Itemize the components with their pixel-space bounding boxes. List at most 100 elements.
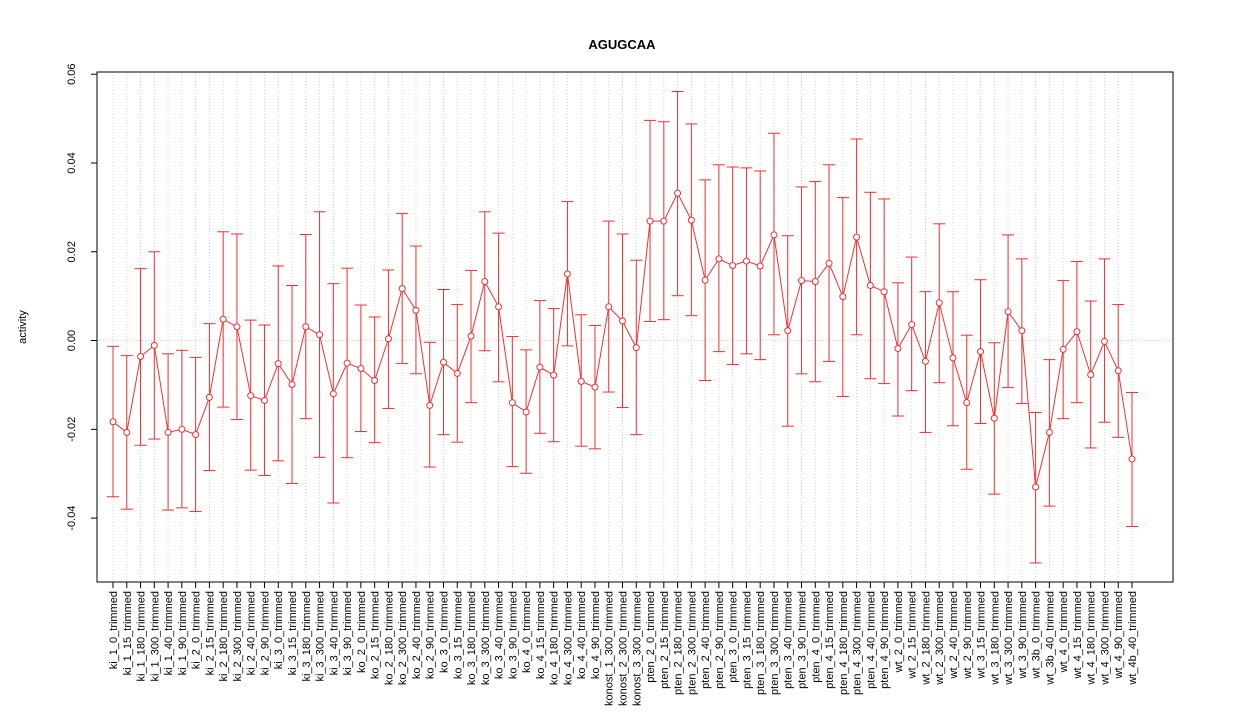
y-axis-label: activity bbox=[17, 310, 29, 344]
x-tick-label: ko_2_300_trimmed bbox=[397, 591, 409, 685]
x-tick-label: ko_3_300_trimmed bbox=[480, 591, 492, 685]
x-tick-label: ki_2_40_trimmed bbox=[246, 591, 258, 675]
point bbox=[329, 390, 337, 398]
point bbox=[784, 327, 792, 335]
x-tick-label: ko_2_0_trimmed bbox=[356, 591, 368, 673]
x-tick-label: ko_4_180_trimmed bbox=[549, 591, 561, 685]
point bbox=[935, 299, 943, 307]
point bbox=[467, 332, 475, 340]
x-tick-label: ko_4_15_trimmed bbox=[535, 591, 547, 679]
x-tick-label: wt_2_300_trimmed bbox=[934, 591, 946, 686]
x-tick-label: ki_3_180_trimmed bbox=[301, 591, 313, 682]
x-tick-label: pten_4_180_trimmed bbox=[838, 591, 850, 695]
point bbox=[1100, 337, 1108, 345]
x-tick-label: ki_3_300_trimmed bbox=[315, 591, 327, 682]
x-tick-label: pten_3_15_trimmed bbox=[741, 591, 753, 689]
point bbox=[1059, 345, 1067, 353]
x-tick-label: ki_1_0_trimmed bbox=[108, 591, 120, 669]
point bbox=[729, 262, 737, 270]
point bbox=[591, 383, 599, 391]
point bbox=[577, 377, 585, 385]
x-tick-label: ko_2_40_trimmed bbox=[411, 591, 423, 679]
y-tick-label: -0.04 bbox=[66, 506, 78, 531]
x-tick-label: ki_1_300_trimmed bbox=[149, 591, 161, 682]
x-tick-label: wt_3_15_trimmed bbox=[976, 591, 988, 679]
x-tick-label: ko_2_180_trimmed bbox=[383, 591, 395, 685]
point bbox=[839, 293, 847, 301]
point bbox=[178, 425, 186, 433]
x-tick-label: pten_3_0_trimmed bbox=[728, 591, 740, 683]
point bbox=[550, 371, 558, 379]
point bbox=[384, 335, 392, 343]
point bbox=[977, 348, 985, 356]
point bbox=[853, 233, 861, 241]
point bbox=[371, 376, 379, 384]
point bbox=[536, 363, 544, 371]
point bbox=[1032, 483, 1040, 491]
x-tick-label: wt_3_300_trimmed bbox=[1003, 591, 1015, 686]
x-tick-label: wt_4b_40_trimmed bbox=[1127, 591, 1139, 686]
x-tick-label: wt_3b_0_trimmed bbox=[1031, 591, 1043, 679]
x-tick-label: wt_3_180_trimmed bbox=[989, 591, 1001, 686]
point bbox=[825, 259, 833, 267]
x-tick-label: pten_4_15_trimmed bbox=[824, 591, 836, 689]
point bbox=[192, 431, 200, 439]
point bbox=[866, 281, 874, 289]
point bbox=[894, 345, 902, 353]
point bbox=[646, 217, 654, 225]
point bbox=[164, 428, 172, 436]
point bbox=[660, 217, 668, 225]
point bbox=[316, 331, 324, 339]
point bbox=[1018, 327, 1026, 335]
x-tick-label: ko_3_180_trimmed bbox=[466, 591, 478, 685]
point bbox=[288, 380, 296, 388]
point bbox=[205, 393, 213, 401]
point bbox=[563, 270, 571, 278]
point bbox=[137, 353, 145, 361]
x-tick-label: pten_3_90_trimmed bbox=[797, 591, 809, 689]
x-tick-label: ki_3_90_trimmed bbox=[342, 591, 354, 675]
x-tick-label: ko_4_300_trimmed bbox=[562, 591, 574, 685]
x-tick-label: ko_4_40_trimmed bbox=[576, 591, 588, 679]
point bbox=[949, 354, 957, 362]
point bbox=[274, 360, 282, 368]
x-tick-label: wt_2_40_trimmed bbox=[948, 591, 960, 679]
point bbox=[260, 396, 268, 404]
point bbox=[632, 344, 640, 352]
point bbox=[1128, 455, 1136, 463]
x-tick-label: wt_4_15_trimmed bbox=[1072, 591, 1084, 679]
x-tick-label: ki_3_40_trimmed bbox=[328, 591, 340, 675]
x-tick-label: wt_2_90_trimmed bbox=[962, 591, 974, 679]
x-tick-label: ki_2_0_trimmed bbox=[191, 591, 203, 669]
point bbox=[990, 414, 998, 422]
x-tick-label: wt_4_0_trimmed bbox=[1058, 591, 1070, 673]
x-tick-label: wt_2_15_trimmed bbox=[907, 591, 919, 679]
point bbox=[880, 288, 888, 296]
point bbox=[605, 303, 613, 311]
point bbox=[921, 357, 929, 365]
point bbox=[150, 341, 158, 349]
point bbox=[619, 317, 626, 325]
x-tick-label: pten_2_40_trimmed bbox=[700, 591, 712, 689]
x-tick-label: ki_2_180_trimmed bbox=[218, 591, 230, 682]
x-tick-label: ko_3_90_trimmed bbox=[507, 591, 519, 679]
x-tick-label: pten_3_180_trimmed bbox=[755, 591, 767, 695]
point bbox=[798, 277, 806, 285]
x-tick-label: pten_2_0_trimmed bbox=[645, 591, 657, 683]
point bbox=[426, 401, 434, 409]
x-tick-label: pten_4_90_trimmed bbox=[879, 591, 891, 689]
point bbox=[398, 285, 406, 293]
y-tick-label: -0.02 bbox=[66, 417, 78, 442]
point bbox=[233, 323, 241, 331]
point bbox=[687, 216, 695, 224]
point bbox=[770, 231, 778, 239]
x-tick-label: konost_2_300_trimmed bbox=[618, 591, 630, 706]
point bbox=[247, 392, 255, 400]
y-tick-label: 0.04 bbox=[66, 152, 78, 173]
x-tick-label: pten_2_15_trimmed bbox=[659, 591, 671, 689]
point bbox=[123, 428, 131, 436]
plot-frame bbox=[96, 71, 1174, 583]
x-tick-label: ki_2_300_trimmed bbox=[232, 591, 244, 682]
point bbox=[756, 262, 764, 270]
